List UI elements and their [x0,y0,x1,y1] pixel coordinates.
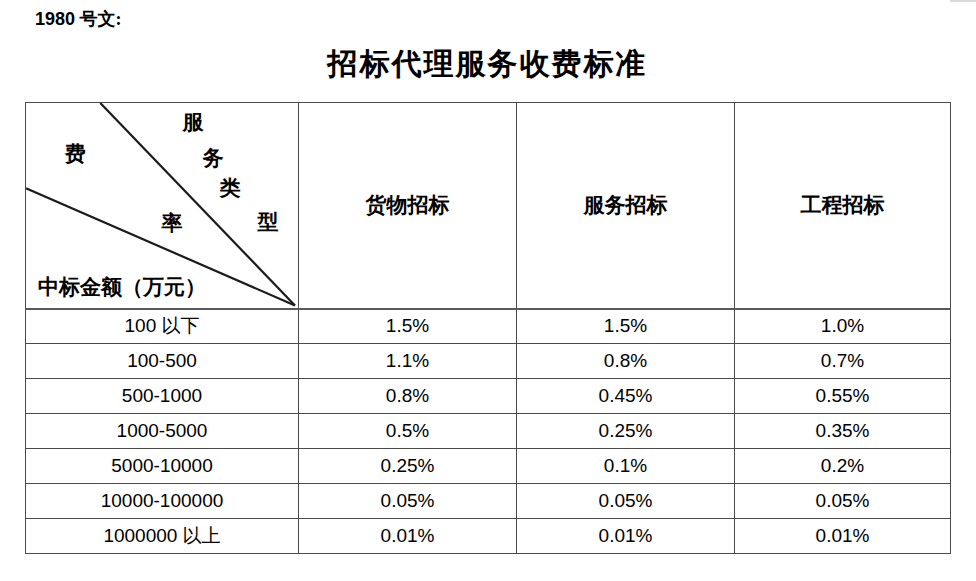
row-label: 1000000 以上 [26,519,299,554]
fee-value: 0.01% [517,519,735,554]
fee-value: 0.2% [735,449,951,484]
page-edge-artifact [950,0,976,2]
fee-value: 0.45% [517,379,735,414]
fee-value: 0.25% [299,449,517,484]
doc-number-label: 1980 号文: [35,7,122,31]
fee-value: 0.8% [517,344,735,379]
document-page: 1980 号文: 招标代理服务收费标准 费 率 服 务 类 [0,0,976,581]
doc-number: 1980 [35,9,75,29]
fee-value: 1.0% [735,309,951,344]
service-type-char-1: 服 [183,112,204,133]
table-row: 500-1000 0.8% 0.45% 0.55% [26,379,951,414]
row-label: 100-500 [26,344,299,379]
table-row: 100-500 1.1% 0.8% 0.7% [26,344,951,379]
row-label: 100 以下 [26,309,299,344]
amount-axis-label: 中标金额（万元） [38,277,206,298]
table-row: 10000-100000 0.05% 0.05% 0.05% [26,484,951,519]
page-title: 招标代理服务收费标准 [25,44,950,85]
fee-standard-table: 费 率 服 务 类 型 中标金额（万元） 货物招标 服务招标 工程招标 100 … [25,102,951,554]
table-row: 1000000 以上 0.01% 0.01% 0.01% [26,519,951,554]
fee-value: 0.25% [517,414,735,449]
diagonal-header-cell: 费 率 服 务 类 型 中标金额（万元） [26,103,299,309]
fee-value: 0.05% [735,484,951,519]
fee-value: 0.7% [735,344,951,379]
row-label: 1000-5000 [26,414,299,449]
service-type-char-4: 型 [258,212,279,233]
fee-value: 0.35% [735,414,951,449]
service-type-char-3: 类 [220,178,241,199]
fee-rate-char-1: 费 [65,144,86,165]
doc-number-suffix: 号文: [80,9,122,29]
table-row: 100 以下 1.5% 1.5% 1.0% [26,309,951,344]
fee-value: 0.1% [517,449,735,484]
fee-value: 1.5% [517,309,735,344]
fee-value: 0.8% [299,379,517,414]
fee-value: 1.1% [299,344,517,379]
row-label: 10000-100000 [26,484,299,519]
header-row: 费 率 服 务 类 型 中标金额（万元） 货物招标 服务招标 工程招标 [26,103,951,309]
fee-value: 0.55% [735,379,951,414]
row-label: 5000-10000 [26,449,299,484]
service-type-char-2: 务 [203,148,224,169]
fee-value: 0.01% [299,519,517,554]
col-header-service: 服务招标 [517,103,735,309]
row-label: 500-1000 [26,379,299,414]
table-row: 1000-5000 0.5% 0.25% 0.35% [26,414,951,449]
fee-value: 0.01% [735,519,951,554]
fee-value: 0.05% [517,484,735,519]
fee-rate-char-2: 率 [162,213,183,234]
col-header-goods: 货物招标 [299,103,517,309]
fee-value: 0.5% [299,414,517,449]
table-row: 5000-10000 0.25% 0.1% 0.2% [26,449,951,484]
fee-value: 1.5% [299,309,517,344]
col-header-engineering: 工程招标 [735,103,951,309]
fee-value: 0.05% [299,484,517,519]
